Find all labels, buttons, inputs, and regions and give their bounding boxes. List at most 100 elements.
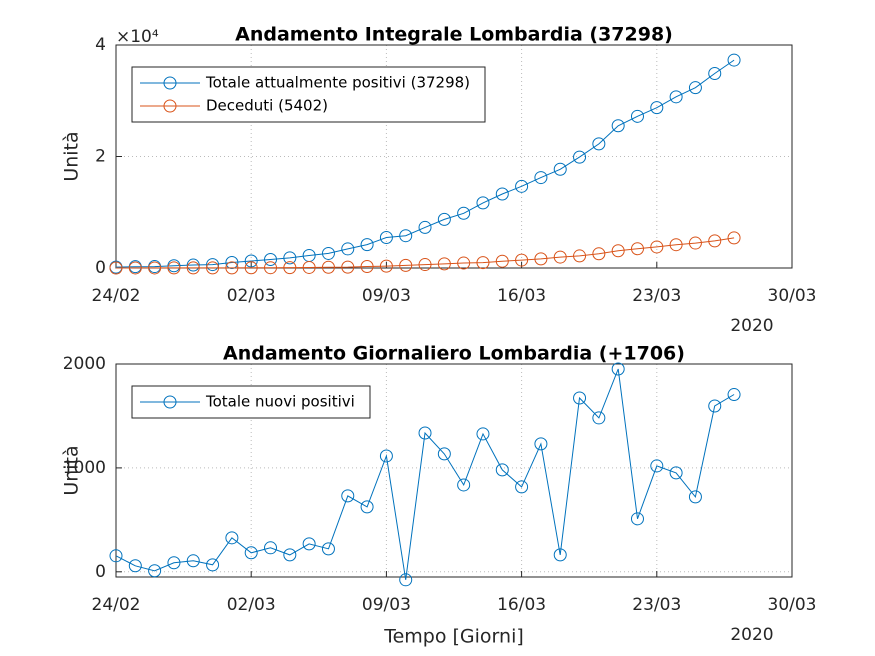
marker	[515, 179, 529, 193]
marker	[688, 490, 702, 504]
marker	[399, 229, 413, 243]
marker	[264, 253, 278, 267]
marker	[341, 260, 355, 274]
marker	[573, 391, 587, 405]
marker	[399, 573, 413, 587]
x-year-label: 2020	[730, 625, 773, 645]
marker	[553, 548, 567, 562]
marker	[650, 101, 664, 115]
y-exponent-label: ×10⁴	[116, 27, 159, 47]
marker	[553, 250, 567, 264]
marker	[708, 234, 722, 248]
legend-label: Totale nuovi positivi	[205, 393, 355, 411]
y-tick-label: 2	[95, 147, 106, 167]
marker	[688, 81, 702, 95]
x-tick-label: 09/03	[362, 595, 411, 615]
marker	[341, 489, 355, 503]
marker	[167, 261, 181, 275]
x-tick-label: 09/03	[362, 286, 411, 306]
marker	[321, 246, 335, 260]
marker	[148, 261, 162, 275]
chart-title: Andamento Giornaliero Lombardia (+1706)	[223, 343, 685, 365]
marker	[418, 426, 432, 440]
axes-box	[115, 44, 793, 269]
x-axis-label: Tempo [Giorni]	[383, 626, 524, 648]
marker	[225, 256, 239, 270]
marker	[630, 242, 644, 256]
y-tick-label: 0	[95, 258, 106, 278]
marker	[341, 242, 355, 256]
marker	[534, 171, 548, 185]
marker	[573, 150, 587, 164]
x-tick-label: 30/03	[768, 595, 817, 615]
marker	[283, 261, 297, 275]
x-tick-label: 24/02	[92, 595, 141, 615]
marker	[128, 261, 142, 275]
marker	[669, 466, 683, 480]
x-tick-label: 02/03	[227, 595, 276, 615]
marker	[669, 238, 683, 252]
marker	[186, 261, 200, 275]
x-tick-label: 24/02	[92, 286, 141, 306]
marker	[225, 261, 239, 275]
legend-marker	[163, 76, 177, 90]
y-tick-label: 1000	[63, 458, 106, 478]
marker	[457, 478, 471, 492]
marker	[727, 53, 741, 67]
marker	[379, 231, 393, 245]
marker	[225, 531, 239, 545]
marker	[630, 512, 644, 526]
marker	[611, 119, 625, 133]
marker	[650, 459, 664, 473]
marker	[283, 251, 297, 265]
marker	[321, 260, 335, 274]
marker	[708, 66, 722, 80]
marker	[244, 254, 258, 268]
marker	[379, 259, 393, 273]
marker	[476, 427, 490, 441]
marker	[379, 449, 393, 463]
x-tick-label: 23/03	[632, 595, 681, 615]
x-tick-label: 02/03	[227, 286, 276, 306]
marker	[360, 260, 374, 274]
marker	[206, 261, 220, 275]
marker	[437, 257, 451, 271]
marker	[186, 554, 200, 568]
legend-marker	[163, 99, 177, 113]
marker	[283, 548, 297, 562]
marker	[573, 249, 587, 263]
marker	[708, 399, 722, 413]
marker	[515, 253, 529, 267]
marker	[128, 559, 142, 573]
marker	[360, 500, 374, 514]
marker	[611, 244, 625, 258]
x-tick-label: 23/03	[632, 286, 681, 306]
x-tick-label: 30/03	[768, 286, 817, 306]
marker	[186, 258, 200, 272]
x-tick-label: 16/03	[497, 286, 546, 306]
marker	[534, 252, 548, 266]
x-tick-label: 16/03	[497, 595, 546, 615]
marker	[109, 549, 123, 563]
marker	[650, 240, 664, 254]
marker	[515, 480, 529, 494]
axes-box	[115, 363, 793, 578]
marker	[148, 564, 162, 578]
marker	[206, 258, 220, 272]
marker	[244, 261, 258, 275]
marker	[611, 362, 625, 376]
chart-title: Andamento Integrale Lombardia (37298)	[235, 24, 673, 46]
marker	[167, 556, 181, 570]
marker	[727, 388, 741, 402]
marker	[244, 546, 258, 560]
marker	[669, 90, 683, 104]
x-year-label: 2020	[730, 316, 773, 336]
marker	[360, 238, 374, 252]
y-tick-label: 0	[95, 562, 106, 582]
legend-marker	[163, 395, 177, 409]
marker	[457, 206, 471, 220]
marker	[437, 212, 451, 226]
marker	[264, 541, 278, 555]
marker	[495, 463, 509, 477]
